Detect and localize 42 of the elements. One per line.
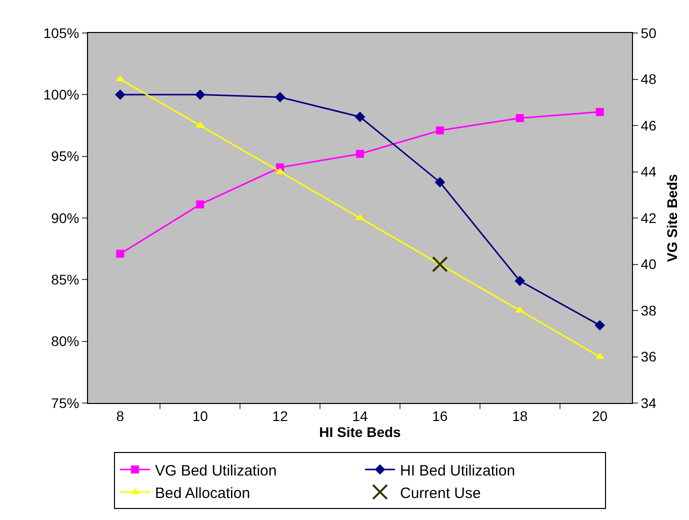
point — [516, 114, 524, 122]
y2-tick-label: 34 — [640, 394, 657, 411]
point — [356, 150, 364, 158]
x-tick-label: 16 — [432, 408, 448, 424]
point — [354, 112, 366, 122]
legend-label: Current Use — [400, 484, 481, 502]
x-tick-label: 8 — [116, 408, 124, 424]
y-tick-label: 85% — [51, 272, 80, 288]
y2-tick-label: 44 — [640, 164, 657, 180]
point — [116, 250, 124, 258]
point — [194, 89, 206, 100]
y-tick-label: 95% — [51, 148, 80, 164]
y2-tick-label: 40 — [640, 256, 657, 272]
y-tick-label: 100% — [43, 86, 80, 103]
point — [115, 89, 126, 100]
x-tick-label: 12 — [272, 408, 288, 424]
legend-label: Bed Allocation — [155, 484, 250, 502]
x-tick-label: 10 — [192, 408, 208, 424]
point — [514, 276, 526, 286]
y2-axis-title: VG Site Beds — [664, 174, 680, 262]
y2-tick-label: 48 — [640, 71, 657, 88]
y-tick-label: 105% — [43, 24, 80, 41]
y-tick-label: 90% — [51, 210, 80, 226]
point — [436, 126, 444, 134]
y2-tick-label: 36 — [640, 348, 657, 365]
x-tick-label: 18 — [512, 408, 528, 424]
point — [434, 177, 446, 188]
point — [594, 320, 605, 330]
point — [274, 92, 286, 102]
legend-label: VG Bed Utilization — [155, 462, 277, 480]
y2-tick-label: 50 — [640, 24, 657, 41]
y2-tick-label: 46 — [640, 117, 657, 134]
point — [596, 108, 604, 116]
y2-tick-label: 38 — [640, 302, 657, 318]
y-tick-label: 75% — [51, 394, 80, 411]
y2-tick-label: 42 — [640, 210, 657, 226]
y-tick-label: 80% — [51, 333, 80, 350]
legend-label: HI Bed Utilization — [400, 462, 516, 480]
x-axis-title: HI Site Beds — [319, 424, 402, 440]
point — [196, 200, 204, 208]
x-tick-label: 20 — [592, 408, 608, 424]
x-tick-label: 14 — [352, 408, 368, 424]
